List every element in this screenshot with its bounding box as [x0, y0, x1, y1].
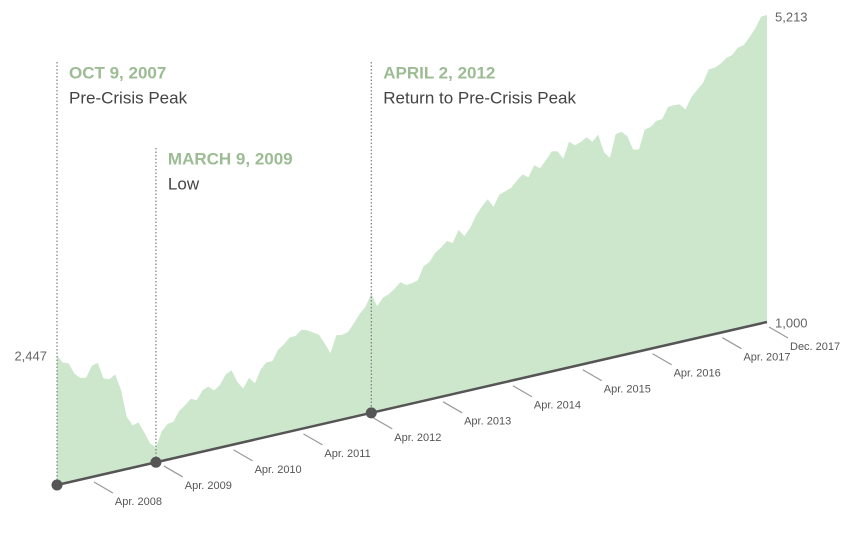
x-tick [652, 353, 672, 366]
x-tick [233, 449, 253, 462]
annotation-dot [150, 456, 162, 468]
x-tick-label: Apr. 2009 [185, 480, 232, 492]
x-tick-label: Dec. 2017 [790, 341, 840, 353]
x-tick-label: Apr. 2016 [674, 368, 721, 380]
x-tick [722, 337, 742, 350]
x-tick [768, 326, 789, 339]
annotation-title: MARCH 9, 2009 [168, 149, 293, 168]
x-tick-label: Apr. 2014 [534, 400, 581, 412]
x-tick [303, 433, 323, 446]
annotation-title: APRIL 2, 2012 [383, 63, 495, 82]
x-tick [582, 369, 603, 382]
x-tick-label: Apr. 2017 [743, 352, 790, 364]
annotation-text: Low [168, 174, 200, 193]
x-tick [372, 417, 393, 430]
annotation-dot [51, 479, 63, 491]
x-tick-label: Apr. 2013 [464, 416, 511, 428]
annotation-text: Return to Pre-Crisis Peak [383, 88, 576, 107]
baseline [56, 320, 768, 487]
annotation-text: Pre-Crisis Peak [69, 88, 188, 107]
x-tick [512, 385, 533, 398]
x-tick-label: Apr. 2010 [255, 464, 302, 476]
x-tick [442, 401, 463, 414]
annotation-title: OCT 9, 2007 [69, 63, 166, 82]
x-tick [163, 465, 184, 478]
value-label: 5,213 [775, 9, 808, 24]
y-tick-label: 1,000 [775, 315, 808, 330]
x-tick-label: Apr. 2011 [324, 448, 370, 460]
area [57, 14, 767, 486]
x-tick-label: Apr. 2012 [394, 432, 441, 444]
x-tick [93, 481, 114, 494]
x-tick-label: Apr. 2008 [115, 496, 162, 508]
x-tick-label: Apr. 2015 [604, 384, 651, 396]
annotation-dot [365, 407, 377, 419]
value-label: 2,447 [14, 348, 47, 363]
